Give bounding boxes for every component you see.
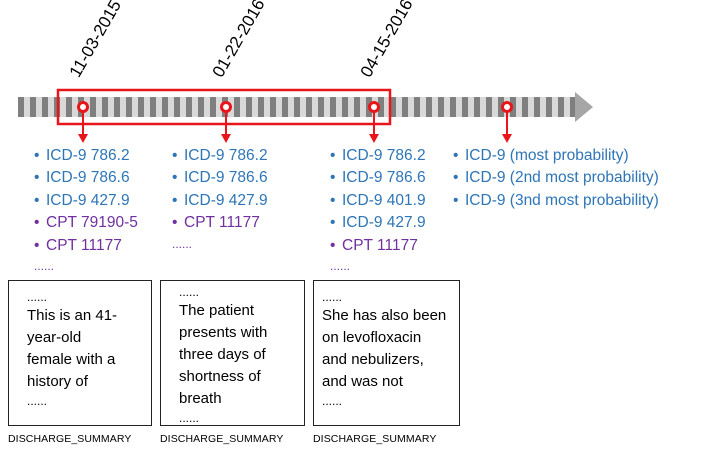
note-line: and nebulizers,	[322, 351, 424, 368]
note-line: shortness of	[179, 368, 261, 385]
visit-2-note: ...... The patient presents with three d…	[160, 280, 305, 426]
visit-1-note: ...... This is an 41- year-old female wi…	[8, 280, 152, 426]
visit-1-note-label: DISCHARGE_SUMMARY	[8, 433, 132, 445]
code-item: • ICD-9 786.2	[330, 147, 426, 164]
visit-1-codes: • ICD-9 786.2 • ICD-9 786.6 • ICD-9 427.9 •…	[34, 145, 138, 275]
note-line: history of	[27, 373, 88, 390]
note-line: ......	[322, 394, 343, 408]
code-item: • CPT 11177	[330, 236, 418, 254]
timeline-arrowhead	[575, 92, 593, 122]
note-line: ......	[27, 290, 48, 304]
code-item: • ICD-9 427.9	[34, 191, 130, 209]
code-item: • ICD-9 786.6	[172, 169, 268, 187]
note-line: The patient	[179, 302, 255, 319]
code-item: • ICD-9 786.6	[34, 169, 130, 187]
visit-3-codes: • ICD-9 786.2 • ICD-9 786.6 • ICD-9 401.9 •…	[330, 145, 426, 275]
visit-3-note-label: DISCHARGE_SUMMARY	[313, 433, 437, 445]
code-item: • CPT 11177	[172, 214, 260, 232]
timeline-bar	[18, 97, 575, 117]
predicted-code: • ICD-9 (most probability)	[453, 147, 629, 164]
note-line: on levofloxacin	[322, 329, 422, 346]
visit-marker-1	[77, 101, 89, 143]
code-item: • ICD-9 427.9	[172, 191, 268, 209]
more-codes: ......	[330, 259, 351, 274]
code-item: • CPT 79190-5	[34, 214, 138, 232]
note-line: ......	[179, 285, 200, 299]
code-item: • ICD-9 401.9	[330, 191, 426, 209]
history-window-box	[56, 88, 392, 126]
note-line: ......	[179, 411, 200, 425]
note-line: This is an 41-	[27, 307, 118, 324]
code-item: • ICD-9 786.2	[172, 147, 268, 164]
code-item: • ICD-9 427.9	[330, 214, 426, 232]
visit-marker-3	[368, 101, 380, 143]
more-codes: ......	[172, 236, 193, 251]
timeline	[18, 88, 593, 143]
note-line: and was not	[322, 373, 403, 390]
visit-2-note-label: DISCHARGE_SUMMARY	[160, 433, 284, 445]
note-line: year-old	[27, 329, 82, 346]
predicted-code: • ICD-9 (3nd most probability)	[453, 191, 659, 209]
visit-marker-2	[220, 101, 232, 143]
more-codes: ......	[34, 259, 55, 274]
note-line: three days of	[179, 346, 266, 363]
code-item: • ICD-9 786.2	[34, 147, 130, 164]
visit-3-note: ...... She has also been on levofloxacin…	[313, 280, 460, 426]
note-line: ......	[322, 290, 343, 304]
code-item: • ICD-9 786.6	[330, 169, 426, 187]
visit-2-codes: • ICD-9 786.2 • ICD-9 786.6 • ICD-9 427.9 •…	[172, 145, 268, 253]
note-line: breath	[179, 390, 222, 407]
note-line: presents with	[179, 324, 268, 341]
note-line: She has also been	[322, 307, 447, 324]
prediction-marker	[501, 101, 513, 143]
predicted-code: • ICD-9 (2nd most probability)	[453, 169, 659, 187]
prediction-codes: • ICD-9 (most probability) • ICD-9 (2nd mo…	[453, 145, 659, 212]
note-line: female with a	[27, 351, 116, 368]
note-line: ......	[27, 394, 48, 408]
code-item: • CPT 11177	[34, 236, 122, 254]
